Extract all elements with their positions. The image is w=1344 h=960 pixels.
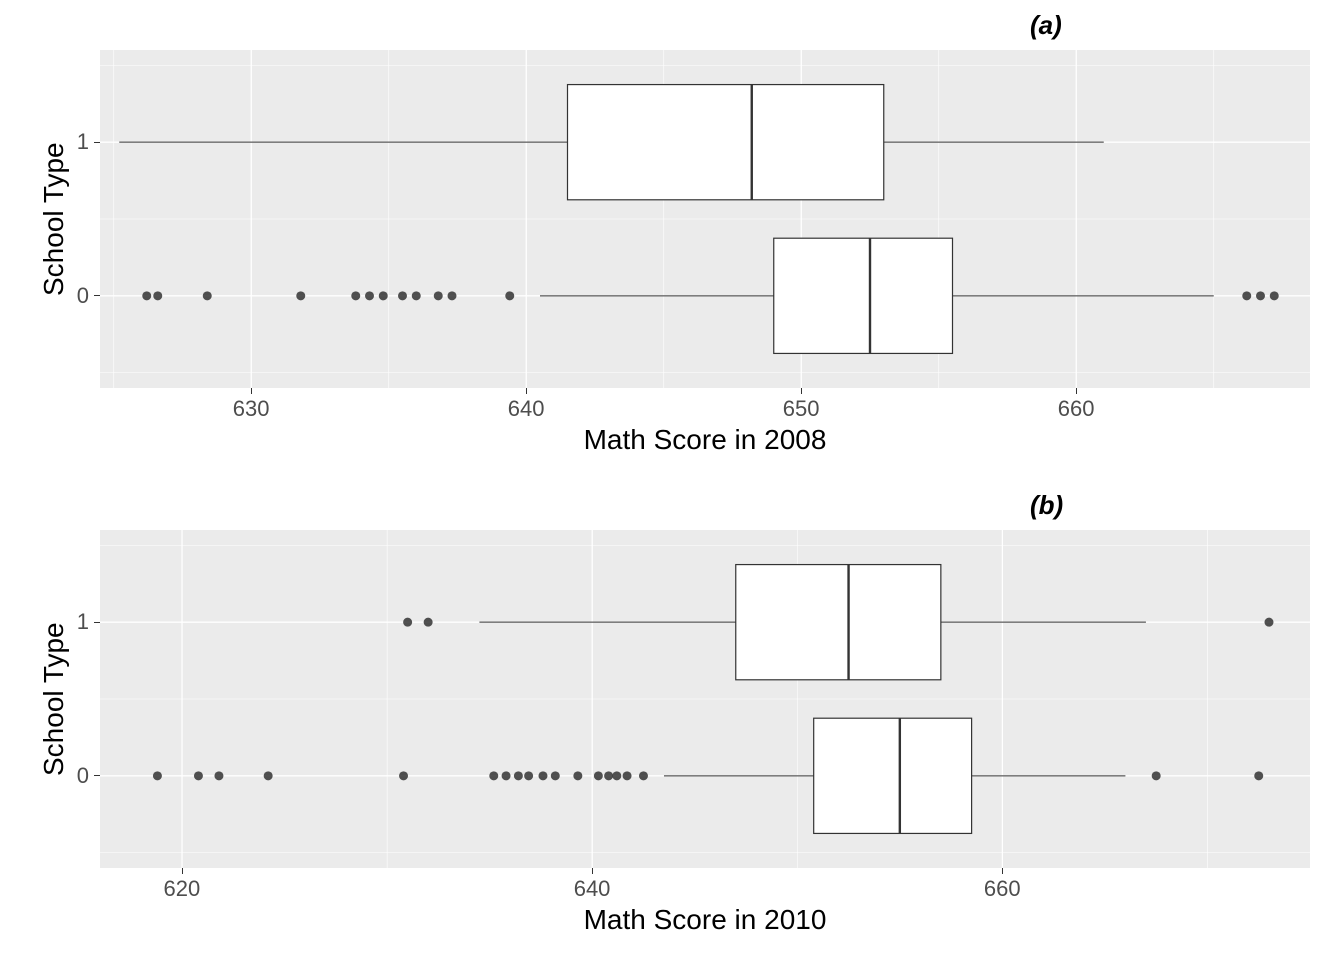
- outlier-point: [594, 771, 603, 780]
- outlier-point: [639, 771, 648, 780]
- outlier-point: [551, 771, 560, 780]
- outlier-point: [1254, 771, 1263, 780]
- y-tick-mark: [94, 622, 100, 623]
- x-tick-label: 620: [164, 876, 201, 902]
- x-tick-mark: [592, 868, 593, 874]
- outlier-point: [502, 771, 511, 780]
- outlier-point: [424, 618, 433, 627]
- outlier-point: [403, 618, 412, 627]
- box-b-1: [736, 565, 941, 680]
- y-tick-label: 0: [77, 763, 89, 789]
- box-b-0: [814, 718, 972, 833]
- x-tick-mark: [1002, 868, 1003, 874]
- outlier-point: [1152, 771, 1161, 780]
- outlier-point: [573, 771, 582, 780]
- outlier-point: [604, 771, 613, 780]
- y-axis-label-b: School Type: [38, 622, 70, 776]
- outlier-point: [489, 771, 498, 780]
- outlier-point: [264, 771, 273, 780]
- figure-container: (a)63064065066001Math Score in 2008Schoo…: [0, 0, 1344, 960]
- outlier-point: [524, 771, 533, 780]
- outlier-point: [623, 771, 632, 780]
- outlier-point: [214, 771, 223, 780]
- x-tick-mark: [182, 868, 183, 874]
- x-tick-label: 660: [984, 876, 1021, 902]
- outlier-point: [538, 771, 547, 780]
- y-tick-label: 1: [77, 609, 89, 635]
- outlier-point: [153, 771, 162, 780]
- plot-svg-b: [0, 0, 1344, 960]
- y-tick-mark: [94, 775, 100, 776]
- outlier-point: [1264, 618, 1273, 627]
- x-axis-label-b: Math Score in 2010: [100, 904, 1310, 936]
- outlier-point: [194, 771, 203, 780]
- x-tick-label: 640: [574, 876, 611, 902]
- outlier-point: [612, 771, 621, 780]
- outlier-point: [399, 771, 408, 780]
- outlier-point: [514, 771, 523, 780]
